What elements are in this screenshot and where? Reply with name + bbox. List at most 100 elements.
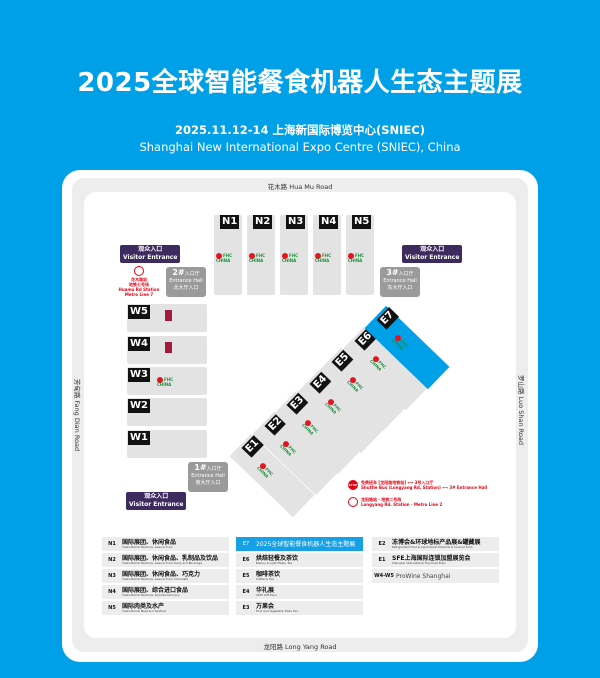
venue-en: Shanghai New International Expo Centre (…: [139, 140, 461, 154]
legend-en: International Pavilions, Leisure Food: [122, 545, 173, 549]
legend-cn: 国际展团、休闲食品、巧克力: [122, 571, 201, 578]
legend-text: 2025全球智能餐食机器人生态主题展: [256, 541, 355, 548]
legend-code: E6: [242, 557, 250, 563]
sub: 东大厅入口: [387, 285, 413, 291]
label: Huamu Rd Station: [118, 287, 160, 292]
hall-n1[interactable]: N1 FHC CHINA: [214, 215, 242, 295]
entrance-hall-3: 3#入口厅 Entrance Hall 东大厅入口: [380, 267, 420, 297]
cn: 入口厅: [398, 271, 414, 277]
legend-text: 国际展团、休闲食品、巧克力 International Pavilions, Le…: [122, 571, 200, 581]
prowine-logo: [165, 310, 172, 321]
fhc-logo: FHC CHINA: [278, 440, 307, 468]
label: 观众入口: [144, 493, 169, 500]
num: 2#: [172, 268, 185, 277]
visitor-entrance-north-west: 观众入口 Visitor Entrance: [120, 245, 181, 263]
road-south: 龙阳路 Long Yang Road: [263, 643, 337, 651]
legend-item-w4-w5: W4-W5 ProWine Shanghai: [372, 569, 499, 583]
legend-code: E2: [378, 541, 386, 547]
legend-cn: 国际展团、休闲食品: [122, 539, 177, 546]
legend-cn: 华礼展: [256, 587, 275, 594]
hall-w4[interactable]: W4: [127, 336, 207, 364]
prowine-logo: [165, 342, 172, 353]
hall-n2[interactable]: N2 FHC CHINA: [247, 215, 275, 295]
fhc-logo: FHC CHINA: [249, 253, 275, 263]
metro-icon: [134, 266, 144, 276]
legend-en: 2025 Gift Expo: [256, 593, 277, 597]
hall-badge: N5: [352, 215, 372, 229]
legend-item-n2: N2 国际展团、休闲食品、乳制品及饮品 International Pavilion…: [102, 553, 229, 567]
stop-icon: STOP: [348, 480, 358, 490]
legend-item-e5: E5 咖啡茶饮 Coffee & Tea: [236, 569, 363, 583]
legend-cn: 冻博会&环球地标产品展&罐藏展: [392, 539, 481, 546]
cn: 入口厅: [184, 271, 200, 277]
legend-item-e3: E3 万果会 Fruit And Vegetable Trade Fair: [236, 601, 363, 615]
cn: 入口厅: [206, 466, 222, 472]
label: Metro Line 7: [124, 292, 154, 297]
legend-code: E5: [242, 573, 250, 579]
en: Entrance Hall: [191, 473, 225, 479]
legend-code: E1: [378, 557, 386, 563]
legend-code: N1: [108, 541, 116, 547]
legend-text: 华礼展 2025 Gift Expo: [256, 587, 277, 597]
legend-en: Bakery & Light Meals, Tea: [256, 561, 293, 565]
label: 地铁七号线: [129, 282, 149, 287]
fhc-logo: FHC CHINA: [282, 253, 308, 263]
hall-n5[interactable]: N5 FHC CHINA: [346, 215, 374, 295]
sub: 北大厅入口: [173, 285, 199, 291]
hall-badge: W4: [128, 337, 150, 351]
legend-en: Refrigerated Food & Agricultural Product…: [392, 545, 473, 549]
fhc-logo: FHC CHINA: [301, 419, 330, 447]
legend-code: N5: [108, 605, 116, 611]
legend-cn: 咖啡茶饮: [256, 571, 281, 578]
legend-code: W4-W5: [374, 573, 394, 579]
legend-en: Coffee & Tea: [256, 577, 274, 581]
visitor-entrance-east: 观众入口 Visitor Entrance: [402, 245, 463, 263]
hall-badge: W3: [128, 368, 150, 382]
fhc-logo: FHC CHINA: [346, 376, 375, 404]
legend-item-n5: N5 国际肉类及水产 International Meat and Seafood: [102, 601, 229, 615]
legend-cn: 国际展团、休闲食品、乳制品及饮品: [122, 555, 219, 562]
legend-text: 冻博会&环球地标产品展&罐藏展 Refrigerated Food & Agric…: [392, 539, 480, 549]
hall-n3[interactable]: N3 FHC CHINA: [280, 215, 308, 295]
hall-badge: W5: [128, 305, 150, 319]
legend-text: 咖啡茶饮 Coffee & Tea: [256, 571, 280, 581]
num: 1#: [194, 463, 207, 472]
legend-text: 万果会 Fruit And Vegetable Trade Fair: [256, 603, 298, 613]
legend-item-e1: E1 SFE上海国际连锁加盟展览会 Shanghai International F…: [372, 553, 499, 567]
legend-text: 烘焙轻餐及茶饮 Bakery & Light Meals, Tea: [256, 555, 298, 565]
label: Longyang Rd. Station · Metro Line 2: [361, 502, 443, 507]
legend-en: International Pavilions, Leisure Food, D…: [122, 561, 203, 565]
legend-cn: 国际展团、综合进口食品: [122, 587, 189, 594]
legend-cn: 万果会: [256, 603, 275, 610]
metro-line-2-info: 龙阳路站 · 地铁二号线 Longyang Rd. Station · Metro…: [348, 497, 442, 507]
hall-badge: W1: [128, 431, 150, 445]
fhc-logo: FHC CHINA: [368, 355, 397, 383]
legend-cn: 国际肉类及水产: [122, 603, 165, 610]
label: 龙阳路站 · 地铁二号线: [361, 497, 402, 502]
fhc-logo: FHC CHINA: [256, 461, 285, 489]
hall-w2[interactable]: W2: [127, 398, 207, 426]
hall-n4[interactable]: N4 FHC CHINA: [313, 215, 341, 295]
fhc-logo: FHC CHINA: [391, 334, 420, 362]
legend-text: 国际肉类及水产 International Meat and Seafood: [122, 603, 166, 613]
date-venue: 2025.11.12-14 上海新国际博览中心(SNIEC): [174, 123, 426, 137]
road-west: 芳甸路 Fang Dian Road: [73, 378, 81, 452]
hall-w1[interactable]: W1: [127, 430, 207, 458]
legend-cn: ProWine Shanghai: [396, 572, 451, 580]
label: 观众入口: [420, 246, 445, 253]
legend-text: 国际展团、休闲食品、乳制品及饮品 International Pavilions,…: [122, 555, 218, 565]
hall-badge: N1: [220, 215, 240, 229]
legend-item-e6: E6 烘焙轻餐及茶饮 Bakery & Light Meals, Tea: [236, 553, 363, 567]
fhc-logo: FHC CHINA: [216, 253, 242, 263]
fhc-logo: FHC CHINA: [157, 377, 187, 387]
legend-item-n3: N3 国际展团、休闲食品、巧克力 International Pavilions, …: [102, 569, 229, 583]
label: 花木路站: [131, 277, 147, 282]
label: Visitor Entrance: [405, 254, 460, 261]
page-title: 2025全球智能餐食机器人生态主题展: [77, 68, 523, 98]
hall-w5[interactable]: W5: [127, 304, 207, 332]
metro-icon: [348, 497, 358, 507]
label: 免费班车 [龙阳路地铁站] ⟷ 3号入口厅: [361, 480, 434, 485]
legend-en: International Pavilions, Imported Grocer…: [122, 593, 180, 597]
hall-w3[interactable]: W3 FHC CHINA: [127, 367, 207, 395]
fhc-logo: FHC CHINA: [323, 397, 352, 425]
